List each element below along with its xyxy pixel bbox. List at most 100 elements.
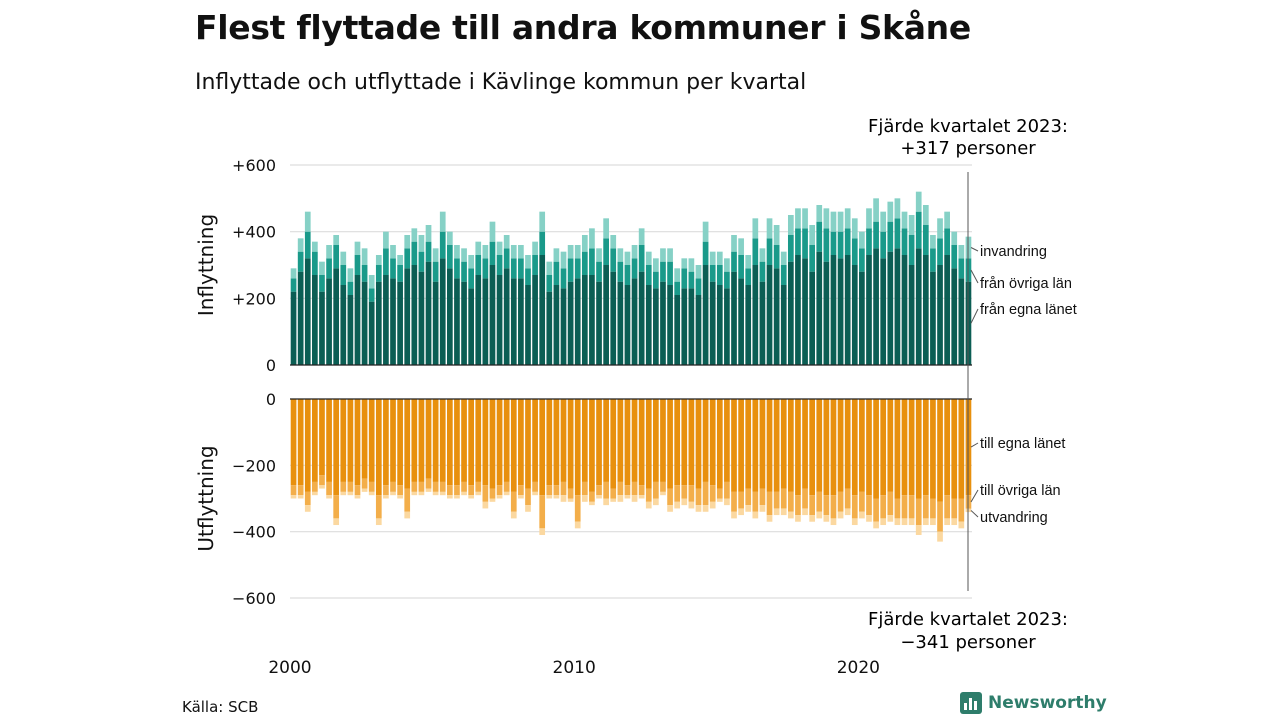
- bar-ut-s0: [908, 399, 915, 496]
- bar-in-s0: [446, 268, 453, 365]
- bar-in-s2: [738, 238, 744, 255]
- bar-in-s2: [773, 225, 780, 245]
- bar-ut-s2: [411, 491, 418, 496]
- bar-ut-s2: [390, 491, 396, 496]
- bar-ut-s0: [404, 399, 411, 489]
- bar-ut-s2: [503, 491, 510, 496]
- bar-ut-s0: [653, 399, 659, 482]
- bar-in-s0: [787, 261, 794, 365]
- bar-in-s0: [326, 278, 332, 365]
- bar-ut-s2: [468, 495, 475, 499]
- bar-ut-s1: [844, 488, 851, 509]
- bar-ut-s2: [297, 495, 304, 499]
- bar-in-s2: [908, 215, 915, 235]
- bar-in-s1: [795, 228, 801, 255]
- bar-ut-s0: [347, 399, 354, 482]
- bar-in-s2: [816, 205, 823, 222]
- bar-in-s1: [645, 265, 652, 285]
- bar-ut-s1: [532, 481, 538, 492]
- bar-ut-s2: [638, 495, 645, 499]
- bar-ut-s2: [816, 511, 823, 519]
- bar-ut-s1: [560, 481, 567, 496]
- brand-name: Newsworthy: [988, 693, 1107, 713]
- bar-ut-s2: [439, 491, 446, 496]
- bar-ut-s1: [631, 481, 638, 496]
- bar-in-s0: [695, 295, 702, 365]
- bar-ut-s0: [390, 399, 396, 482]
- bar-ut-s2: [702, 505, 709, 512]
- bar-in-s0: [681, 288, 688, 365]
- bar-ut-s1: [390, 481, 396, 492]
- bar-ut-s1: [866, 495, 872, 516]
- bar-in-s0: [439, 258, 446, 365]
- bar-in-s1: [510, 258, 517, 279]
- bar-ut-s2: [631, 495, 638, 502]
- bar-ut-s1: [312, 481, 318, 492]
- bar-in-s2: [489, 221, 496, 242]
- bar-in-s0: [354, 275, 361, 365]
- bar-in-s1: [837, 231, 844, 259]
- bar-in-s2: [780, 251, 787, 265]
- bar-in-s1: [802, 228, 808, 259]
- bar-ut-s2: [667, 505, 673, 512]
- bar-in-s1: [518, 258, 524, 279]
- bar-in-s1: [695, 278, 702, 295]
- bar-in-s1: [859, 248, 865, 272]
- bar-ut-s0: [951, 399, 958, 499]
- bar-in-s0: [880, 258, 887, 365]
- bar-ut-s0: [468, 399, 475, 486]
- bar-in-s1: [688, 271, 695, 289]
- bar-ut-s0: [695, 399, 702, 489]
- bar-in-s2: [375, 255, 382, 265]
- bar-ut-s1: [702, 481, 709, 506]
- bar-ut-s0: [880, 399, 887, 496]
- bar-ut-s1: [596, 485, 602, 496]
- bar-in-s2: [802, 208, 808, 229]
- bar-in-s2: [418, 235, 425, 252]
- bar-in-s2: [361, 248, 368, 265]
- bar-in-s0: [361, 281, 368, 365]
- bar-ut-s2: [375, 518, 382, 526]
- bar-ut-s1: [638, 485, 645, 496]
- bar-ut-s0: [610, 399, 617, 489]
- bar-ut-s2: [837, 511, 844, 519]
- bar-ut-s0: [873, 399, 879, 499]
- bar-ut-s0: [787, 399, 794, 492]
- bar-ut-s0: [724, 399, 730, 482]
- bar-ut-s1: [489, 488, 496, 499]
- bar-in-s1: [830, 231, 837, 255]
- bar-ut-s0: [617, 399, 624, 482]
- bar-ut-s1: [809, 495, 816, 516]
- bar-in-s1: [681, 268, 688, 289]
- bar-ut-s1: [510, 491, 517, 512]
- bar-in-s2: [624, 251, 631, 265]
- chart-subtitle: Inflyttade och utflyttade i Kävlinge kom…: [195, 70, 807, 95]
- bar-ut-s1: [290, 485, 297, 496]
- bar-ut-s0: [446, 399, 453, 486]
- bar-in-s1: [312, 251, 318, 275]
- bar-ut-s1: [326, 481, 332, 496]
- bar-in-s0: [894, 248, 901, 365]
- bar-ut-s0: [539, 399, 546, 496]
- bar-in-s2: [631, 245, 638, 259]
- bar-in-s0: [375, 281, 382, 365]
- bar-in-s1: [375, 265, 382, 282]
- series-leader: [970, 308, 979, 324]
- bar-ut-s0: [731, 399, 737, 492]
- bar-in-s1: [915, 211, 922, 249]
- bar-ut-s0: [709, 399, 716, 486]
- bar-ut-s1: [908, 495, 915, 519]
- bar-in-s1: [347, 281, 354, 295]
- bar-in-s2: [887, 201, 894, 222]
- bar-ut-s0: [738, 399, 744, 492]
- bar-ut-s1: [361, 478, 368, 489]
- bar-ut-s0: [397, 399, 403, 486]
- bar-ut-s2: [610, 498, 617, 502]
- bar-in-s2: [439, 211, 446, 232]
- bar-ut-s2: [312, 491, 318, 496]
- bar-in-s1: [702, 241, 709, 265]
- bar-in-s1: [496, 255, 503, 275]
- bar-in-s2: [731, 235, 737, 252]
- bar-in-s2: [951, 231, 958, 245]
- bar-in-s0: [759, 281, 766, 365]
